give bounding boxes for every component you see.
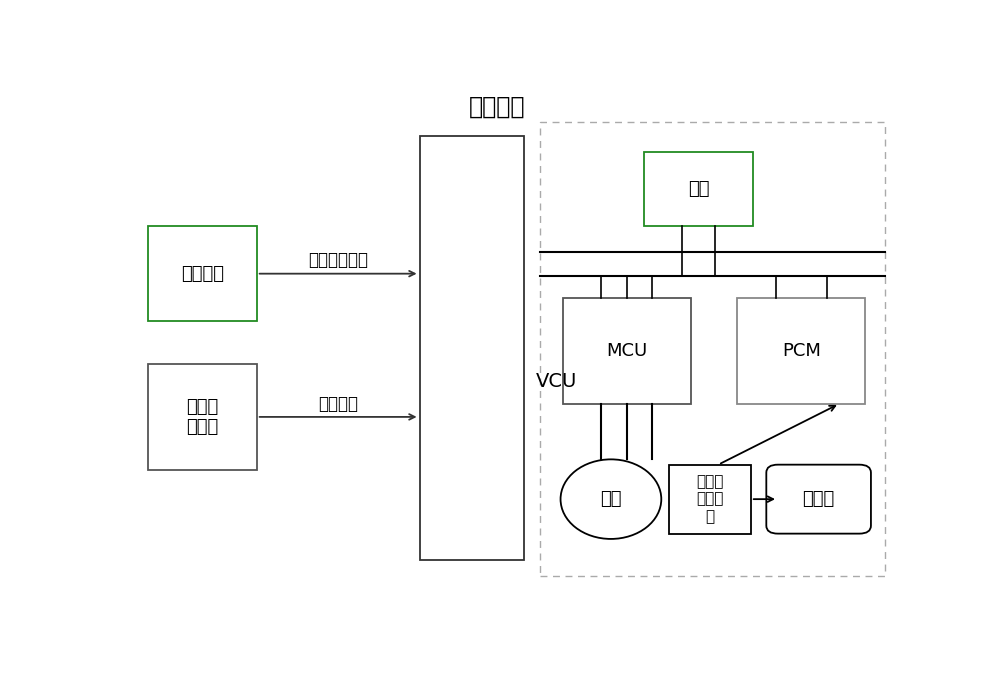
Text: 仪表: 仪表 [688, 180, 709, 198]
Text: 减速器: 减速器 [802, 490, 835, 508]
FancyBboxPatch shape [737, 298, 865, 404]
Text: PCM: PCM [782, 342, 821, 360]
Text: 停止挡
锁止机
构: 停止挡 锁止机 构 [696, 474, 724, 524]
Text: 电动汽车: 电动汽车 [469, 94, 525, 119]
FancyBboxPatch shape [148, 364, 257, 470]
FancyBboxPatch shape [420, 136, 524, 560]
Text: VCU: VCU [536, 372, 577, 391]
Text: 电机: 电机 [600, 490, 622, 508]
Text: 是否为停止挡: 是否为停止挡 [308, 251, 368, 269]
FancyBboxPatch shape [148, 226, 257, 321]
FancyBboxPatch shape [644, 152, 753, 226]
Text: 换挡机构: 换挡机构 [181, 265, 224, 282]
FancyBboxPatch shape [540, 123, 885, 576]
FancyBboxPatch shape [563, 298, 691, 404]
Text: 制动踏
板机构: 制动踏 板机构 [186, 398, 219, 436]
FancyBboxPatch shape [669, 464, 751, 533]
Ellipse shape [561, 460, 661, 539]
FancyBboxPatch shape [766, 464, 871, 533]
Text: 刹车信号: 刹车信号 [318, 395, 358, 413]
Text: MCU: MCU [606, 342, 647, 360]
